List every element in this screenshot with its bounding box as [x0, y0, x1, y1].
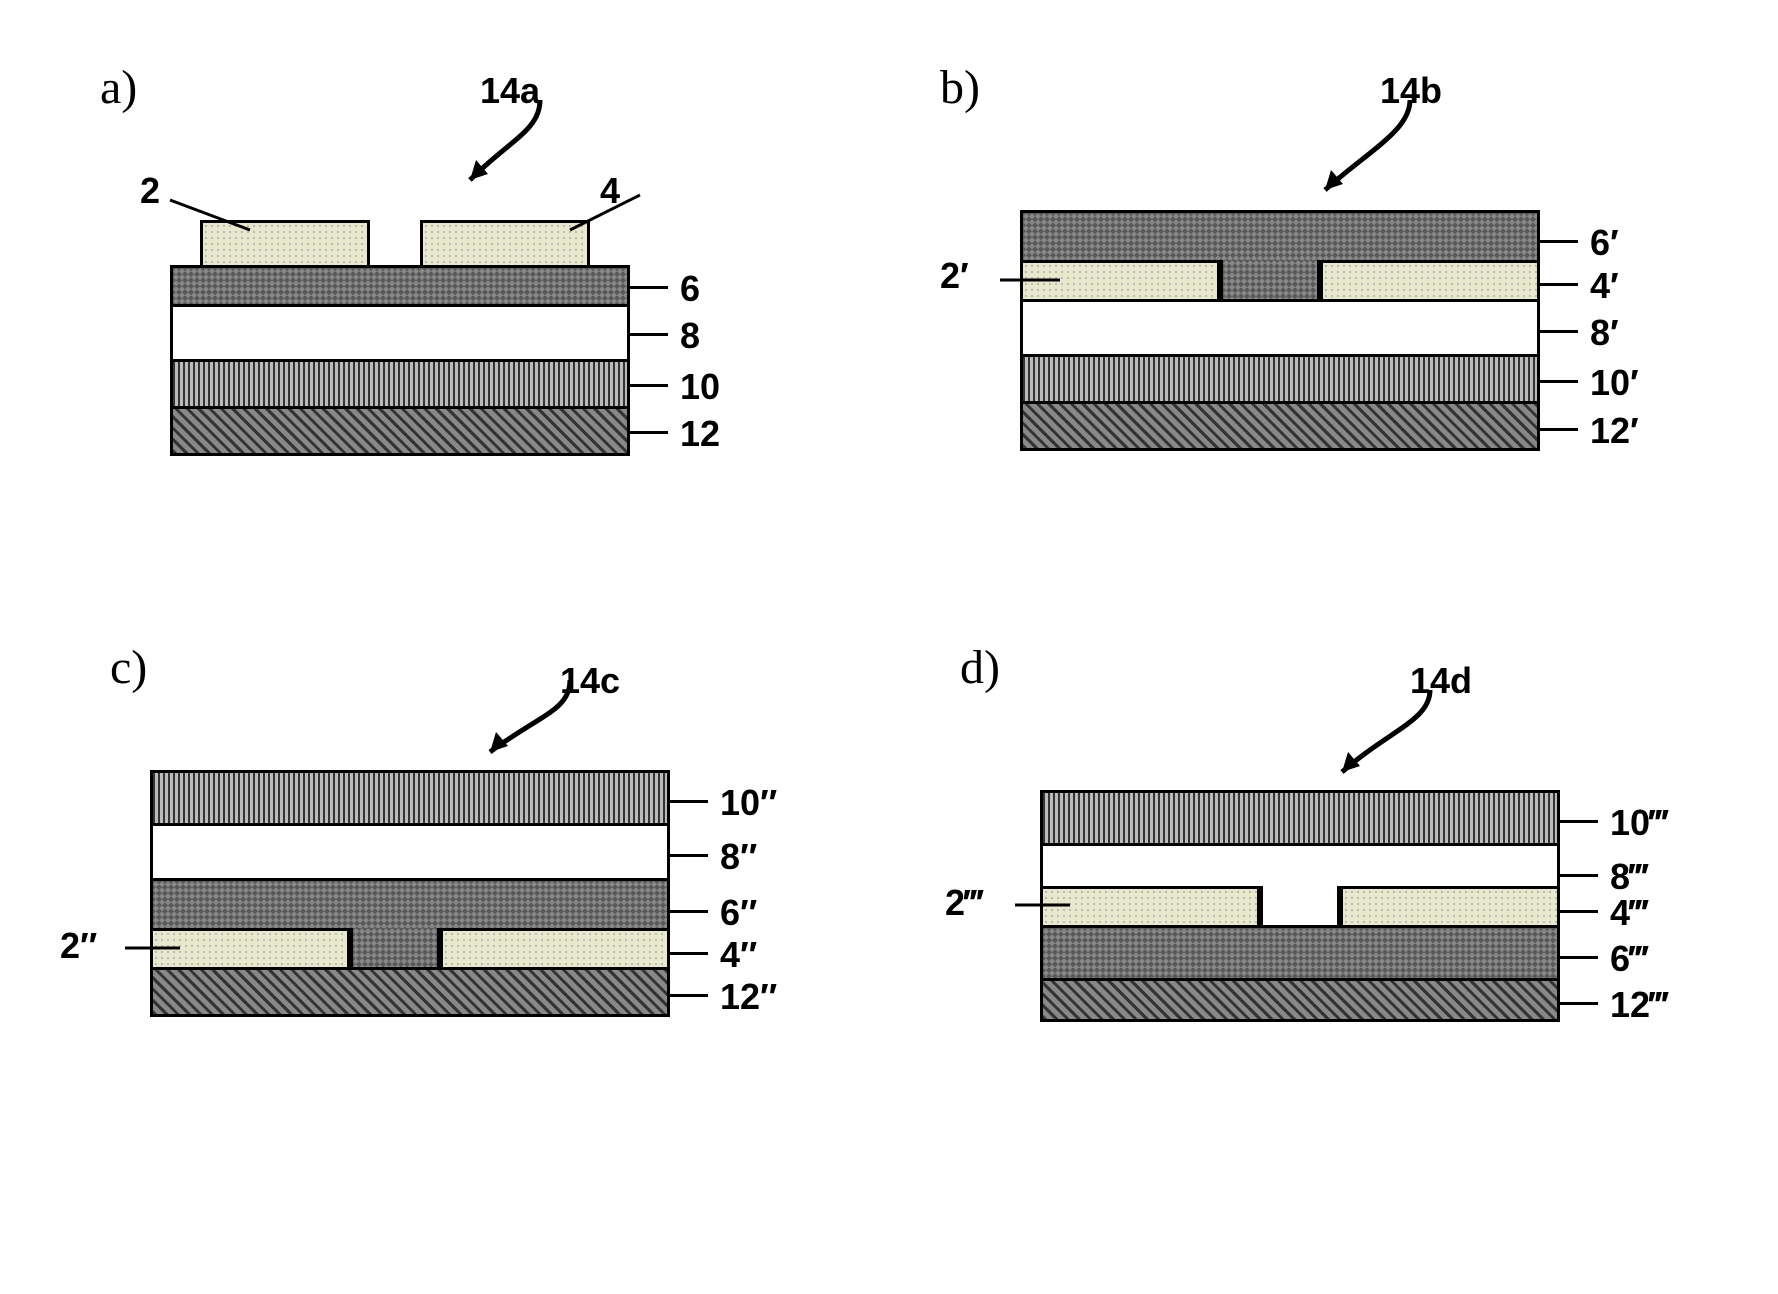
layer-pad-2ppp-4ppp-pad1 — [1340, 886, 1560, 928]
ref-2‴: 2‴ — [945, 882, 982, 924]
ref-8: 8 — [680, 315, 700, 357]
leader-tick — [668, 994, 708, 997]
ref-4′: 4′ — [1590, 265, 1619, 307]
ref-12‴: 12‴ — [1610, 984, 1667, 1026]
callout-arrow — [1310, 100, 1450, 200]
ref-6‴: 6‴ — [1610, 938, 1647, 980]
leader-tick — [1538, 428, 1578, 431]
ref-6: 6 — [680, 268, 700, 310]
layer-12ppp — [1040, 978, 1560, 1022]
layer-pad-2pp-4pp-pad1 — [440, 928, 670, 970]
callout-arrow — [460, 100, 580, 190]
leader-tick — [628, 431, 668, 434]
ref-2″: 2″ — [60, 925, 97, 967]
ref-12″: 12″ — [720, 976, 777, 1018]
ref-6″: 6″ — [720, 892, 757, 934]
leader-tick — [668, 910, 708, 913]
leader-tick — [1558, 956, 1598, 959]
layer-12p — [1020, 401, 1540, 451]
layer-10p — [1020, 354, 1540, 404]
ref-10‴: 10‴ — [1610, 802, 1667, 844]
ref-10: 10 — [680, 366, 720, 408]
layer-6ppp — [1040, 925, 1560, 981]
leader-tick — [668, 800, 708, 803]
layer-pad-2pp-4pp-gapfill — [350, 928, 440, 970]
panel-label-b: b) — [940, 60, 980, 115]
callout-arrow — [480, 680, 600, 760]
leader-tick — [628, 286, 668, 289]
leader-line — [1012, 902, 1073, 908]
leader-line — [997, 277, 1063, 283]
ref-8′: 8′ — [1590, 312, 1619, 354]
ref-10′: 10′ — [1590, 362, 1639, 404]
ref-4″: 4″ — [720, 934, 757, 976]
layer-pad-2ppp-4ppp-gap — [1260, 886, 1340, 928]
layer-10 — [170, 359, 630, 409]
layer-10pp — [150, 770, 670, 826]
layer-6 — [170, 265, 630, 307]
ref-12′: 12′ — [1590, 410, 1639, 452]
leader-tick — [628, 333, 668, 336]
layer-pad-2p-4p-pad1 — [1320, 260, 1540, 302]
panel-label-a: a) — [100, 60, 137, 115]
leader-tick — [1558, 1002, 1598, 1005]
ref-2′: 2′ — [940, 255, 969, 297]
leader-line — [567, 192, 643, 233]
layer-pad-2ppp-4ppp-pad0 — [1040, 886, 1260, 928]
panel-label-c: c) — [110, 640, 147, 695]
ref-8″: 8″ — [720, 836, 757, 878]
leader-tick — [1538, 283, 1578, 286]
leader-tick — [668, 854, 708, 857]
leader-tick — [1558, 820, 1598, 823]
layer-10ppp — [1040, 790, 1560, 846]
layer-pad-2p-4p-gapfill — [1220, 260, 1320, 302]
leader-line — [122, 945, 183, 951]
panel-label-d: d) — [960, 640, 1000, 695]
ref-2: 2 — [140, 170, 160, 212]
layer-8p — [1020, 299, 1540, 357]
leader-tick — [628, 384, 668, 387]
leader-tick — [1538, 240, 1578, 243]
ref-6′: 6′ — [1590, 222, 1619, 264]
leader-tick — [1558, 874, 1598, 877]
layer-12pp — [150, 967, 670, 1017]
leader-tick — [668, 952, 708, 955]
ref-10″: 10″ — [720, 782, 777, 824]
layer-8 — [170, 304, 630, 362]
leader-tick — [1558, 910, 1598, 913]
ref-12: 12 — [680, 413, 720, 455]
ref-4‴: 4‴ — [1610, 892, 1647, 934]
layer-12 — [170, 406, 630, 456]
callout-arrow — [1330, 690, 1460, 780]
layer-8pp — [150, 823, 670, 881]
leader-tick — [1538, 380, 1578, 383]
leader-tick — [1538, 330, 1578, 333]
leader-line — [167, 197, 253, 233]
layer-pad-2-4-pad1 — [420, 220, 590, 268]
